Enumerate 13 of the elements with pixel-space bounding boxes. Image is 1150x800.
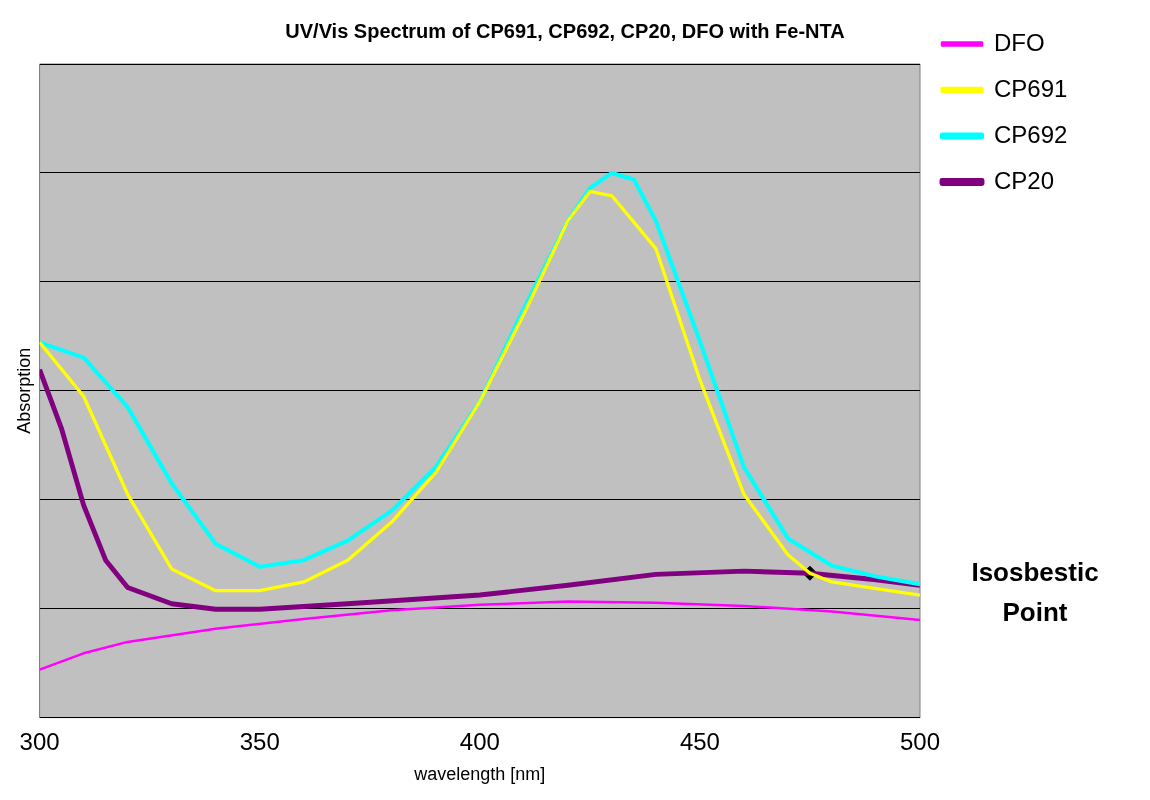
x-tick-label: 300	[19, 727, 60, 755]
legend-label: CP691	[994, 74, 1068, 102]
y-axis-title: Absorption	[13, 347, 34, 434]
x-tick-label: 400	[459, 727, 500, 755]
x-axis-title: wavelength [nm]	[413, 764, 546, 785]
x-tick-label: 450	[679, 727, 720, 755]
legend-label: CP20	[994, 166, 1055, 194]
x-tick-label: 500	[899, 727, 941, 755]
text: Isosbestic Point	[971, 556, 1099, 627]
legend-label: DFO	[994, 28, 1045, 56]
chart-title: UV/Vis Spectrum of CP691, CP692, CP20, DFO with Fe-NTA	[285, 19, 845, 42]
x-tick-label: 350	[239, 727, 280, 755]
legend-label: CP692	[994, 120, 1068, 148]
